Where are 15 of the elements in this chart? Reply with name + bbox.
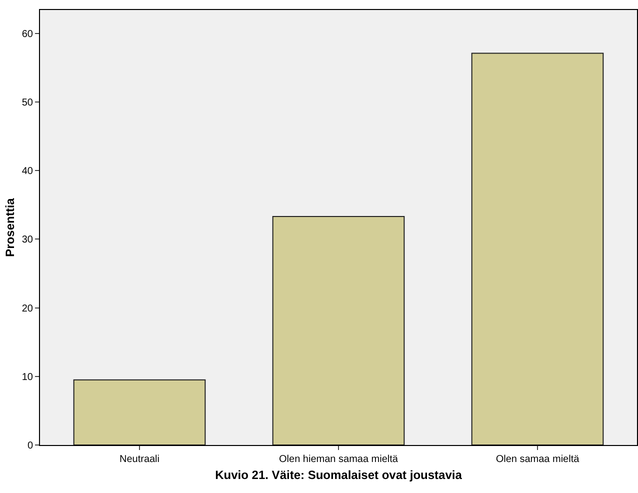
y-tick-label: 20 bbox=[22, 303, 34, 314]
y-tick-label: 0 bbox=[27, 440, 34, 452]
x-tick-label: Olen hieman samaa mieltä bbox=[279, 454, 398, 465]
x-tick-label: Neutraali bbox=[119, 454, 160, 465]
y-tick-label: 40 bbox=[22, 166, 34, 178]
y-tick-label: 60 bbox=[22, 28, 34, 40]
y-axis-title: Prosenttia bbox=[3, 198, 18, 257]
y-tick-label: 30 bbox=[22, 234, 34, 246]
bar bbox=[471, 52, 604, 445]
x-axis-title: Kuvio 21. Väite: Suomalaiset ovat joustavia bbox=[215, 468, 462, 482]
y-tick-label: 50 bbox=[22, 97, 34, 108]
bar bbox=[73, 379, 206, 445]
y-tick-label: 10 bbox=[22, 372, 34, 383]
x-tick-label: Olen samaa mieltä bbox=[496, 454, 580, 465]
bar bbox=[272, 216, 405, 445]
